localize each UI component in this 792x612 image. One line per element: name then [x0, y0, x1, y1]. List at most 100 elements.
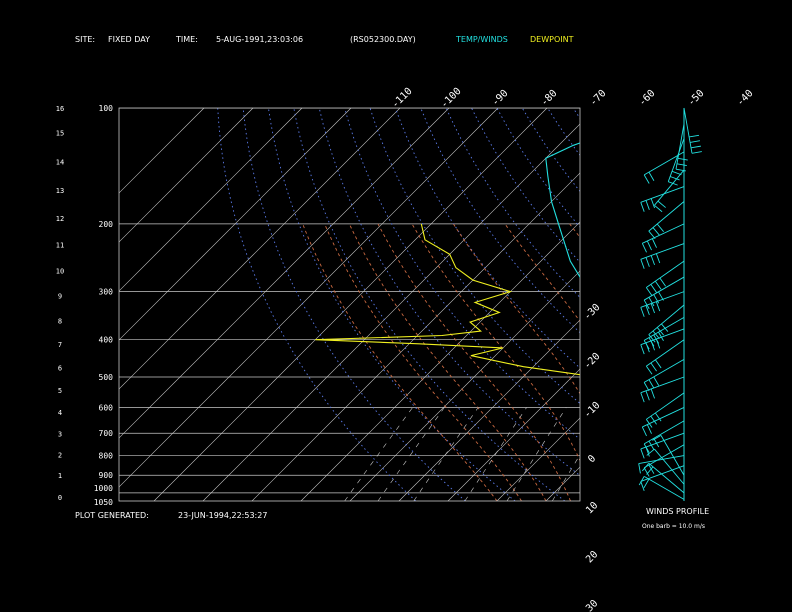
wind-barb-flag [650, 255, 655, 266]
dewpoint-legend: DEWPOINT [530, 35, 574, 44]
wind-barb-flag [658, 331, 664, 341]
isotherm-line [447, 368, 580, 501]
wind-barb [643, 316, 685, 341]
pressure-tick-label: 1050 [94, 498, 113, 507]
moist-adiabat [302, 223, 498, 501]
wind-barb-flag [676, 163, 687, 166]
height-tick-label: 3 [58, 431, 62, 439]
temperature-tick-label: 0 [586, 453, 598, 465]
height-tick-label: 1 [58, 472, 62, 480]
dry-adiabat [776, 108, 792, 501]
winds-profile-title: WINDS PROFILE [646, 507, 709, 516]
temperature-tick-label: 20 [584, 549, 600, 565]
wind-barb-flag [645, 200, 650, 210]
isotherm-line [251, 172, 580, 501]
mixing-ratio-line [686, 408, 734, 502]
pressure-tick-label: 100 [99, 104, 114, 113]
dry-adiabat [572, 108, 580, 120]
wind-barb-flag [654, 412, 662, 422]
height-tick-label: 16 [56, 105, 64, 113]
dry-adiabat [675, 108, 792, 501]
plot-frame [118, 107, 581, 502]
wind-barb-flag [675, 168, 686, 172]
skewt-grid [119, 108, 792, 502]
wind-barb-flag [648, 440, 655, 450]
wind-barb-flag [650, 198, 655, 209]
mixing-ratio-line [709, 408, 755, 502]
plot-border [118, 107, 581, 502]
wind-barb [640, 432, 685, 450]
dry-adiabat [496, 108, 580, 228]
isotherm-line [300, 221, 580, 501]
wind-barb [643, 444, 685, 469]
moist-adiabat [647, 224, 697, 501]
wind-barb-flag [643, 478, 650, 489]
wind-barb [640, 376, 685, 394]
mixing-ratio-line [506, 407, 567, 501]
height-tick-label: 2 [58, 451, 62, 459]
isotherm-line [119, 108, 499, 488]
dry-adiabat [267, 108, 516, 501]
moist-adiabat [324, 223, 522, 501]
wind-barb-flag [657, 200, 666, 208]
wind-barb-flag [651, 238, 657, 248]
wind-barb-flag [648, 464, 655, 474]
wind-barb [648, 201, 685, 232]
wind-barb [643, 476, 685, 500]
site-label: SITE: [75, 35, 95, 44]
height-tick-label: 4 [58, 409, 62, 417]
wind-barb-flag [640, 448, 645, 459]
wind-barb-flag [670, 176, 680, 181]
wind-barb-flag [643, 467, 650, 477]
wind-barb-flag [643, 299, 650, 309]
wind-barb-flag [648, 171, 655, 181]
dry-adiabat [649, 108, 792, 501]
wind-barb [654, 448, 685, 485]
wind-barb-flag [645, 390, 650, 401]
wind-barb-flag [655, 301, 661, 312]
wind-barb-flag [650, 415, 657, 425]
wind-barb-flag [655, 253, 661, 264]
height-tick-label: 14 [56, 159, 64, 167]
dry-adiabat [700, 108, 792, 501]
wind-barb-flag [643, 174, 650, 184]
winds-profile [638, 107, 702, 501]
height-tick-label: 11 [56, 242, 64, 250]
dry-adiabat [318, 108, 580, 477]
dry-adiabat [445, 108, 580, 299]
wind-barb [640, 243, 685, 260]
wind-barb-flag [652, 435, 662, 441]
height-tick-label: 5 [58, 387, 62, 395]
wind-barb-flag [654, 359, 662, 369]
temperature-tick-label: -70 [588, 88, 609, 109]
wind-barb-flag [677, 157, 688, 161]
wind-barb-flag [648, 379, 655, 389]
wind-barb-flag [646, 424, 652, 434]
wind-barb [660, 435, 685, 476]
mixing-ratio-line [377, 407, 445, 501]
temperature-tick-label: 30 [584, 598, 600, 612]
wind-barb-flag [645, 419, 653, 428]
wind-barb-flag [659, 277, 666, 287]
pressure-tick-label: 500 [99, 373, 114, 382]
wind-barb-flag [656, 223, 664, 232]
wind-barb-flag [648, 297, 655, 307]
temperature-tick-label: -100 [439, 86, 464, 111]
wind-barb [654, 169, 685, 206]
wind-barb [643, 276, 685, 301]
sounding-profiles [315, 142, 580, 376]
mixing-ratio-line [344, 407, 413, 501]
wind-barb [667, 138, 685, 182]
height-tick-label: 13 [56, 187, 64, 195]
dry-adiabat [547, 108, 580, 156]
time-value: 5-AUG-1991,23:03:06 [216, 35, 303, 44]
dry-adiabat [598, 108, 792, 501]
mixing-ratio-line [654, 408, 704, 502]
mixing-ratio-line [413, 407, 479, 501]
isotherm-line [644, 108, 792, 501]
wind-barb [683, 107, 693, 154]
wind-barb-flag [653, 334, 660, 344]
wind-barb-flag [643, 340, 650, 350]
wind-barb-flag [652, 330, 660, 339]
